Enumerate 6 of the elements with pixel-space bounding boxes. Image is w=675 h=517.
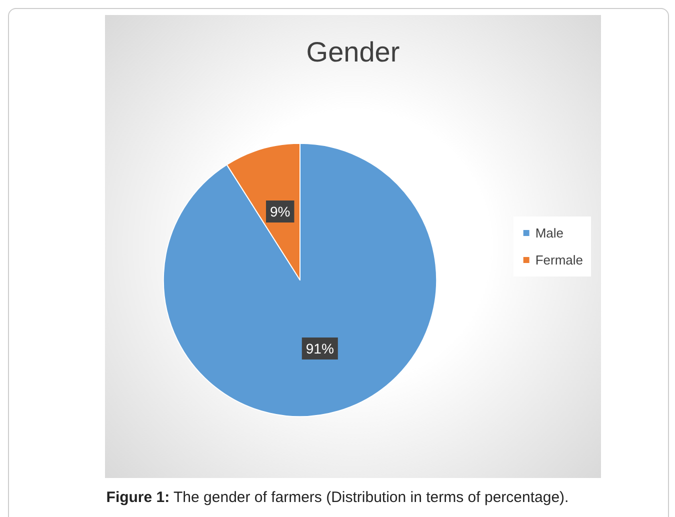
data-label: 91% [306, 340, 334, 356]
legend-label: Fermale [535, 252, 584, 268]
chart-title: Gender [306, 36, 400, 68]
data-label: 9% [270, 204, 290, 220]
legend-label: Male [535, 226, 564, 240]
caption: Figure 1: The gender of farmers (Distribution in terms of percentage). [105, 489, 570, 506]
